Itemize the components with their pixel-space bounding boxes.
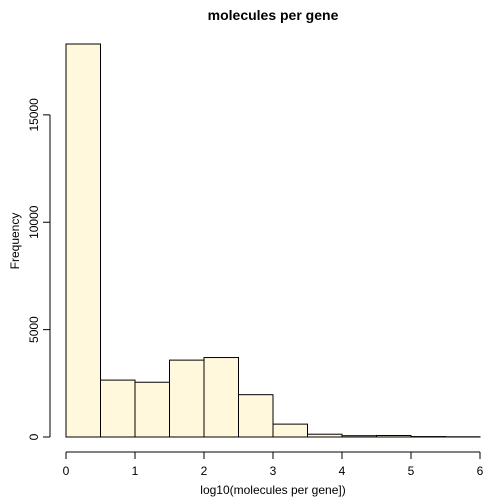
y-axis-label: Frequency	[8, 213, 22, 270]
x-tick-label: 5	[408, 464, 415, 478]
histogram-bar	[307, 433, 343, 438]
x-tick-label: 1	[132, 464, 139, 478]
x-tick-label: 0	[63, 464, 70, 478]
x-tick-label: 2	[201, 464, 208, 478]
histogram-bar	[169, 359, 205, 438]
histogram-bar	[65, 43, 101, 438]
x-tick-label: 4	[339, 464, 346, 478]
bars-group	[65, 43, 481, 438]
histogram-bar	[341, 435, 377, 438]
histogram-bar	[238, 394, 274, 438]
x-tick-label: 3	[270, 464, 277, 478]
histogram-bar	[203, 357, 239, 438]
y-axis: 0 5000 10000 15000	[27, 98, 51, 440]
histogram-bar	[100, 379, 136, 438]
y-tick-label: 0	[27, 433, 41, 440]
y-tick-label: 10000	[27, 205, 41, 239]
x-axis: 0 1 2 3 4 5 6	[63, 451, 484, 478]
histogram-bar	[272, 423, 308, 438]
y-tick-label: 5000	[27, 316, 41, 343]
chart-title: molecules per gene	[208, 7, 339, 23]
x-axis-label: log10(molecules per gene])	[200, 483, 345, 497]
x-tick-label: 6	[477, 464, 484, 478]
histogram-bar	[376, 434, 412, 438]
y-tick-label: 15000	[27, 98, 41, 132]
histogram-bar	[134, 381, 170, 438]
